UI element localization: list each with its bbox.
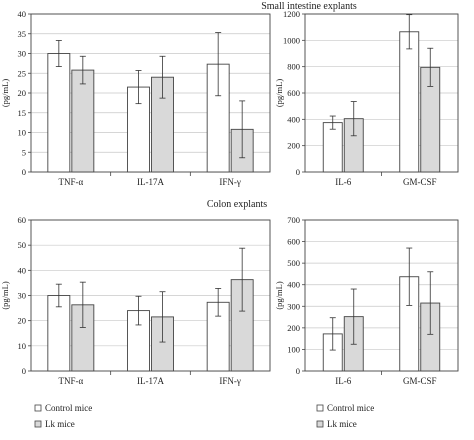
x-category-label: GM-CSF [403,376,437,386]
y-tick-label: 300 [287,301,300,311]
y-tick-label: 30 [18,49,27,59]
legend-swatch-lk [34,420,42,428]
legend-label-control: Control mice [327,403,374,413]
legend-left: Control mice Lk mice [34,403,92,429]
y-axis-label: (pg/mL) [274,79,284,107]
y-tick-label: 100 [287,344,300,354]
legend-swatch-control [34,404,42,412]
chart-panel-colon-b: 0 100 200 300 400 500 600 700 (pg/mL) IL-6 GM-CSF [274,215,459,386]
y-tick-label: 10 [18,341,27,351]
y-tick-label: 700 [287,215,300,225]
bar-control [322,122,343,173]
chart-panel-colon-a: 0 10 20 30 40 50 60 (pg/mL) TNF-α IL-17A IFN-γ [0,215,271,386]
y-tick-label: 0 [296,366,300,376]
legend-label-lk: Lk mice [45,419,75,429]
y-tick-label: 20 [18,316,27,326]
x-category-label: GM-CSF [403,177,437,187]
y-tick-label: 0 [296,167,300,177]
y-tick-label: 1000 [283,35,300,45]
y-tick-label: 40 [18,265,27,275]
y-tick-label: 200 [287,141,300,151]
y-tick-label: 5 [22,147,26,157]
y-tick-label: 10 [18,128,27,138]
y-tick-label: 0 [22,167,26,177]
y-tick-label: 400 [287,114,300,124]
y-tick-label: 35 [18,29,27,39]
y-tick-label: 30 [18,291,27,301]
y-axis-label: (pg/mL) [0,281,10,309]
y-tick-label: 20 [18,88,27,98]
x-category-label: IL-6 [335,376,351,386]
plot-frame [30,13,271,173]
y-tick-label: 60 [18,215,27,225]
x-category-label: TNF-α [58,177,83,187]
legend-swatch-control [316,404,324,412]
y-tick-label: 800 [287,62,300,72]
y-tick-label: 50 [18,240,27,250]
x-category-label: TNF-α [58,376,83,386]
y-tick-label: 15 [18,108,27,118]
legend-right: Control mice Lk mice [316,403,374,429]
x-category-label: IFN-γ [219,376,240,386]
y-tick-label: 200 [287,323,300,333]
x-category-label: IL-6 [335,177,351,187]
x-category-label: IFN-γ [219,177,240,187]
y-tick-label: 25 [18,68,27,78]
x-category-label: IL-17A [137,177,164,187]
y-tick-label: 40 [18,9,27,19]
bar-control [47,53,71,173]
small-intestine-title: Small intestine explants [261,1,357,12]
y-tick-label: 0 [22,366,26,376]
y-axis-label: (pg/mL) [274,281,284,309]
x-category-label: IL-17A [137,376,164,386]
y-tick-label: 400 [287,280,300,290]
chart-panel-small-intestine-b: 0 200 400 600 800 1000 1200 (pg/mL) IL-6 GM-CSF [274,9,459,187]
y-tick-label: 500 [287,258,300,268]
legend-label-control: Control mice [45,403,92,413]
y-axis-label: (pg/mL) [0,79,10,107]
chart-panel-small-intestine-a: 0 5 10 15 20 25 30 35 40 (pg/mL) TNF-α IL-17A IFN-γ [0,9,271,187]
y-tick-label: 600 [287,237,300,247]
bar-lk [71,69,95,173]
plot-frame [30,219,271,372]
legend-swatch-lk [316,420,324,428]
y-tick-label: 600 [287,88,300,98]
bar-control [399,31,420,173]
y-tick-label: 1200 [283,9,300,19]
colon-title: Colon explants [207,199,267,210]
legend-label-lk: Lk mice [327,419,357,429]
